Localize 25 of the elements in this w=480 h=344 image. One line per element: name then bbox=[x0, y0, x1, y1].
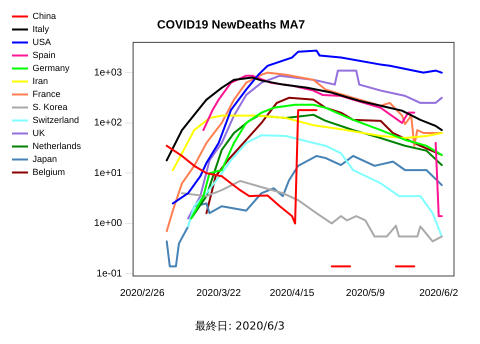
y-tick-label: 1e-01 bbox=[96, 268, 123, 280]
text: 最終日: 2020/6/3 bbox=[195, 319, 285, 332]
legend-label: Japan bbox=[32, 154, 58, 164]
x-tick-label: 2020/2/26 bbox=[120, 288, 165, 299]
legend-label: Belgium bbox=[32, 166, 66, 177]
legend-label: USA bbox=[32, 36, 52, 47]
x-tick-label: 2020/3/22 bbox=[196, 288, 242, 299]
legend-label: Germany bbox=[32, 62, 70, 73]
y-tick-label: 1e+01 bbox=[94, 168, 123, 179]
legend-label: Iran bbox=[32, 76, 48, 86]
legend-label: Netherlands bbox=[32, 140, 82, 151]
x-tick-label: 2020/5/9 bbox=[346, 288, 386, 299]
y-tick-label: 1e+00 bbox=[94, 218, 123, 230]
legend-label: Switzerland bbox=[32, 114, 80, 125]
x-tick-label: 2020/4/15 bbox=[270, 288, 315, 299]
legend-label: S. Korea bbox=[32, 102, 68, 112]
y-tick-label: 1e+03 bbox=[94, 67, 123, 78]
legend-label: France bbox=[32, 88, 61, 99]
legend-label: Spain bbox=[32, 50, 56, 60]
legend-label: UK bbox=[32, 128, 46, 138]
chart-title: COVID19 NewDeaths MA7 bbox=[156, 18, 306, 32]
x-tick-label: 2020/6/2 bbox=[419, 288, 459, 299]
legend-label: China bbox=[32, 10, 56, 21]
legend-label: Italy bbox=[32, 24, 50, 34]
y-tick-label: 1e+02 bbox=[94, 118, 123, 129]
